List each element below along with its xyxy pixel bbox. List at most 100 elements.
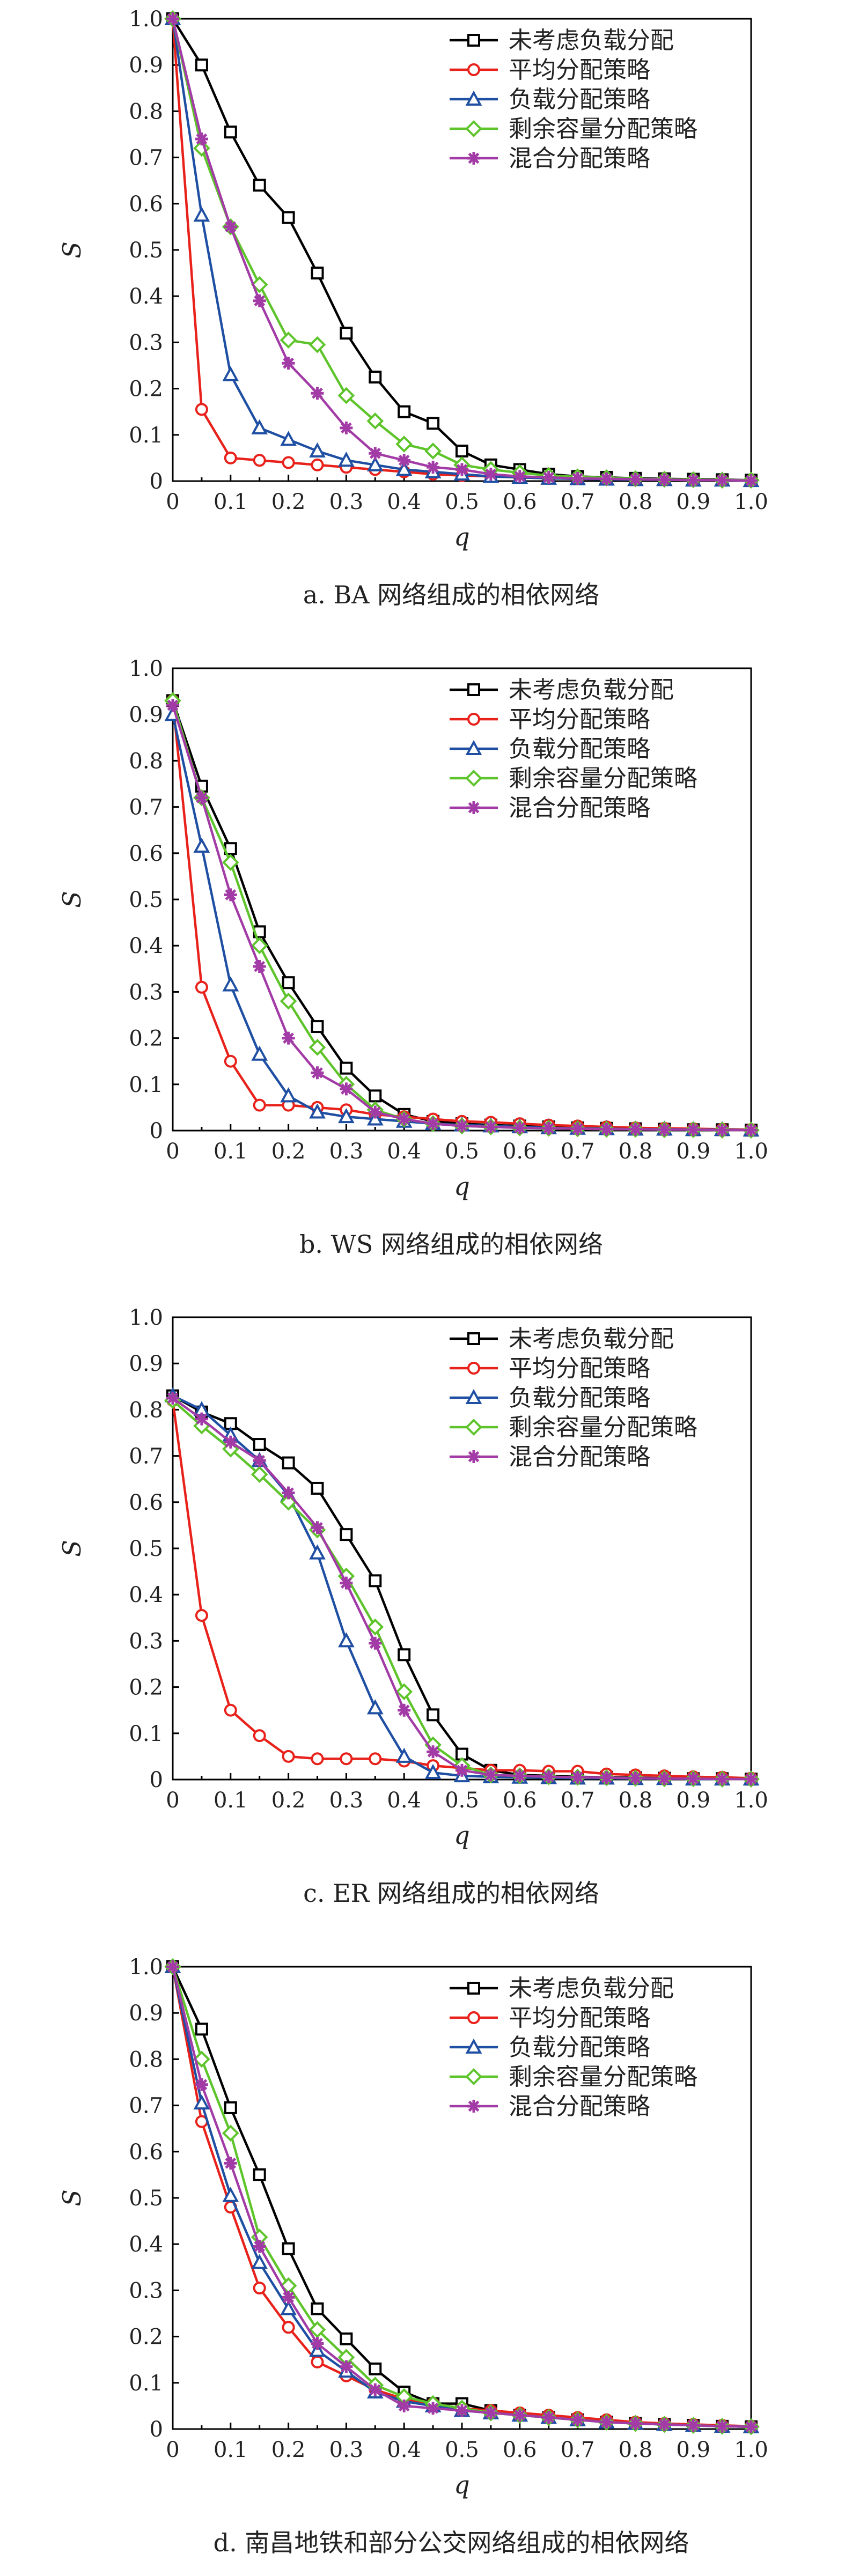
data-point xyxy=(571,1122,584,1135)
data-point xyxy=(542,2411,555,2424)
data-point xyxy=(455,2404,468,2417)
y-tick-label: 0.5 xyxy=(129,1537,163,1561)
data-point-shape xyxy=(193,206,210,222)
data-point xyxy=(251,419,268,434)
data-point xyxy=(195,403,208,416)
data-point xyxy=(253,2168,266,2181)
data-point-shape xyxy=(195,980,208,994)
data-point-shape xyxy=(484,1120,497,1134)
data-point xyxy=(311,2356,324,2369)
data-point-shape xyxy=(600,472,613,485)
data-point xyxy=(282,976,295,990)
data-point-shape xyxy=(166,1391,179,1405)
data-point-shape xyxy=(427,417,440,430)
data-point xyxy=(398,1112,411,1126)
data-point-shape xyxy=(195,403,208,416)
data-point-shape xyxy=(195,2023,208,2036)
data-point xyxy=(395,436,413,453)
data-point xyxy=(251,937,268,955)
data-point xyxy=(253,1098,266,1112)
data-point-shape xyxy=(282,1456,295,1470)
legend-label: 未考虑负载分配 xyxy=(509,1325,674,1353)
data-point-shape xyxy=(542,1770,555,1783)
data-point xyxy=(745,1773,758,1786)
data-point xyxy=(338,1632,355,1648)
legend-label: 剩余容量分配策略 xyxy=(509,1414,697,1441)
x-tick-label: 0.8 xyxy=(619,1788,653,1813)
x-tick-label: 0.9 xyxy=(676,1788,710,1813)
data-point xyxy=(253,2240,266,2253)
data-point xyxy=(513,470,526,483)
legend-item: 混合分配策略 xyxy=(450,1443,650,1471)
data-point-shape xyxy=(311,1066,324,1080)
data-point xyxy=(427,2402,440,2415)
data-point xyxy=(427,1117,440,1131)
x-tick-label: 0 xyxy=(166,1788,179,1813)
data-point-shape xyxy=(369,1105,382,1119)
x-tick-label: 0.3 xyxy=(329,1139,364,1164)
data-point xyxy=(222,366,239,381)
data-point xyxy=(338,1108,355,1124)
data-point-shape xyxy=(253,959,266,973)
data-point xyxy=(629,1772,642,1785)
data-point-shape xyxy=(395,1683,413,1701)
legend-item: 负载分配策略 xyxy=(450,2034,650,2061)
x-tick-label: 0.4 xyxy=(387,490,421,514)
data-point-shape xyxy=(338,1108,355,1124)
data-point-shape xyxy=(222,854,239,871)
legend-label: 负载分配策略 xyxy=(509,735,650,763)
data-point xyxy=(195,1412,208,1426)
chart-caption: a. BA 网络组成的相依网络 xyxy=(303,580,599,609)
data-point xyxy=(251,1466,268,1483)
data-point-shape xyxy=(224,1435,237,1449)
legend-marker xyxy=(467,152,480,165)
data-point-shape xyxy=(427,1117,440,1131)
data-point-shape xyxy=(340,1082,353,1096)
y-axis-ticks: 0 0.1 0.2 0.3 0.4 0.5 0.6 0.7 0.8 0.9 1.0 xyxy=(129,7,179,494)
data-point xyxy=(366,1618,384,1636)
data-point-shape xyxy=(311,1752,324,1766)
data-point xyxy=(716,1773,729,1786)
legend-label: 混合分配策略 xyxy=(509,794,650,822)
data-point xyxy=(629,2417,642,2430)
x-tick-label: 1.0 xyxy=(734,490,768,514)
y-tick-label: 0.8 xyxy=(129,99,163,124)
data-point xyxy=(455,1119,468,1133)
data-point xyxy=(424,1763,442,1780)
data-point-shape xyxy=(542,2411,555,2424)
data-point-shape xyxy=(224,451,237,464)
data-point xyxy=(658,1123,671,1136)
legend-item: 未考虑负载分配 xyxy=(450,1975,674,2002)
y-tick-label: 0 xyxy=(150,1119,163,1143)
data-point xyxy=(280,1087,297,1103)
data-point xyxy=(282,2242,295,2255)
data-point xyxy=(308,1039,326,1056)
legend-marker-shape xyxy=(467,1362,480,1375)
x-axis-ticks: 0 0.1 0.2 0.3 0.4 0.5 0.6 0.7 0.8 0.9 1.0 xyxy=(166,475,768,514)
data-point-shape xyxy=(195,1412,208,1426)
chart-panel-b: 0 0.1 0.2 0.3 0.4 0.5 0.6 0.7 0.8 0.9 1.0 0 0.1 0.2 0.… xyxy=(57,656,768,1259)
data-point-shape xyxy=(369,1752,382,1766)
data-point-shape xyxy=(629,1772,642,1785)
data-point-shape xyxy=(571,471,584,485)
data-point xyxy=(282,2321,295,2334)
legend-marker xyxy=(467,34,480,47)
y-tick-label: 0.8 xyxy=(129,2047,163,2072)
data-point-shape xyxy=(222,2124,239,2142)
data-point xyxy=(629,1123,642,1136)
legend-marker-shape xyxy=(467,2100,480,2113)
x-tick-label: 0.7 xyxy=(561,2438,595,2462)
y-tick-label: 0.4 xyxy=(129,284,163,309)
data-point-shape xyxy=(427,2402,440,2415)
y-tick-label: 0.2 xyxy=(129,1675,163,1700)
data-point xyxy=(280,331,297,349)
data-point xyxy=(427,1708,440,1722)
data-point-shape xyxy=(195,132,208,146)
legend-label: 混合分配策略 xyxy=(509,1443,650,1471)
data-point xyxy=(224,451,237,464)
legend-marker-shape xyxy=(465,1419,482,1436)
data-point xyxy=(745,474,758,488)
y-tick-label: 0.4 xyxy=(129,1583,163,1607)
data-point-shape xyxy=(193,837,210,853)
